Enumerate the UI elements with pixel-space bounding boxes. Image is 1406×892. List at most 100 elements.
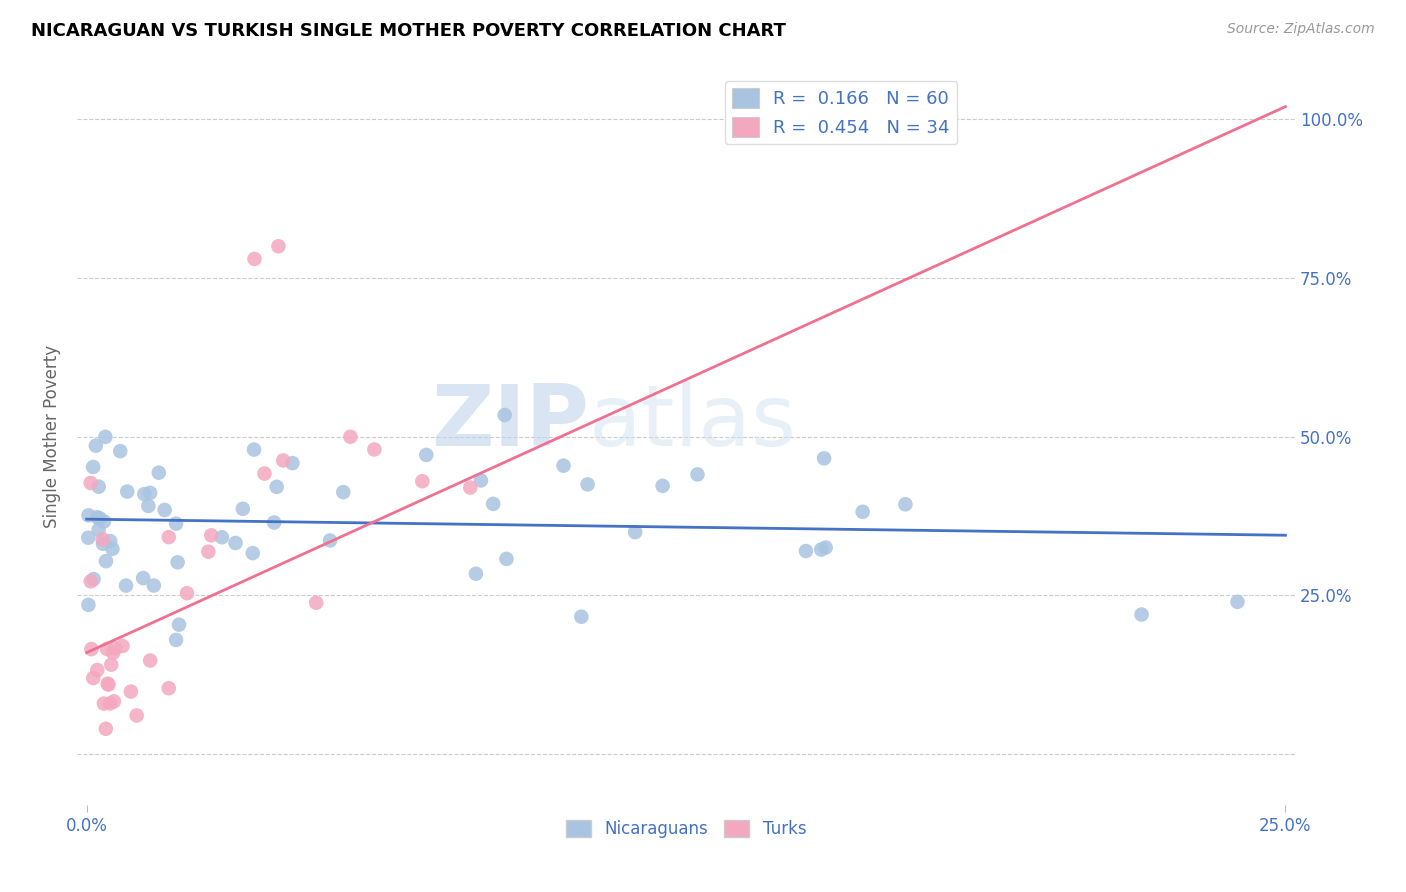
Point [167, 617, 190, 632]
Point [686, 467, 709, 482]
Point [624, 525, 647, 540]
Point [82, 460, 104, 475]
Point [894, 497, 917, 511]
Point [165, 632, 187, 647]
Point [97, 678, 120, 692]
Point [332, 485, 354, 500]
Point [266, 480, 288, 494]
Point [83, 572, 105, 586]
Point [339, 430, 361, 444]
Point [813, 451, 835, 466]
Point [101, 541, 124, 556]
Point [197, 544, 219, 558]
Point [86, 510, 108, 524]
Point [1130, 607, 1153, 622]
Point [157, 530, 180, 544]
Point [103, 694, 125, 708]
Point [200, 528, 222, 542]
Point [253, 467, 276, 481]
Point [96, 642, 118, 657]
Point [814, 541, 837, 555]
Point [87, 523, 110, 537]
Point [94, 554, 117, 568]
Point [166, 555, 188, 569]
Point [80, 574, 103, 589]
Point [87, 480, 110, 494]
Point [86, 663, 108, 677]
Point [94, 430, 117, 444]
Point [232, 501, 254, 516]
Point [98, 534, 121, 549]
Point [115, 578, 138, 592]
Point [319, 533, 342, 548]
Point [465, 566, 488, 581]
Text: atlas: atlas [589, 381, 797, 464]
Point [810, 542, 832, 557]
Text: NICARAGUAN VS TURKISH SINGLE MOTHER POVERTY CORRELATION CHART: NICARAGUAN VS TURKISH SINGLE MOTHER POVE… [31, 22, 786, 40]
Point [84, 439, 107, 453]
Point [243, 442, 266, 457]
Point [125, 708, 148, 723]
Point [411, 474, 433, 488]
Point [91, 533, 114, 547]
Point [100, 657, 122, 672]
Point [211, 530, 233, 544]
Point [89, 511, 111, 525]
Point [94, 722, 117, 736]
Point [157, 681, 180, 696]
Point [82, 671, 104, 685]
Point [794, 544, 817, 558]
Point [77, 531, 100, 545]
Point [553, 458, 575, 473]
Point [415, 448, 437, 462]
Point [97, 676, 120, 690]
Point [482, 497, 505, 511]
Point [458, 481, 481, 495]
Point [93, 697, 115, 711]
Point [139, 653, 162, 667]
Point [1226, 595, 1249, 609]
Point [134, 487, 156, 501]
Point [104, 641, 127, 656]
Point [305, 596, 328, 610]
Point [267, 239, 290, 253]
Point [103, 646, 125, 660]
Point [243, 252, 266, 266]
Point [148, 466, 170, 480]
Point [93, 515, 115, 529]
Point [651, 479, 673, 493]
Point [111, 639, 134, 653]
Point [153, 503, 176, 517]
Point [363, 442, 385, 457]
Point [494, 408, 516, 422]
Point [176, 586, 198, 600]
Point [91, 537, 114, 551]
Point [80, 475, 103, 490]
Point [142, 578, 165, 592]
Point [120, 684, 142, 698]
Point [132, 571, 155, 585]
Text: Source: ZipAtlas.com: Source: ZipAtlas.com [1227, 22, 1375, 37]
Point [136, 499, 159, 513]
Point [139, 486, 162, 500]
Point [225, 536, 247, 550]
Point [576, 477, 599, 491]
Point [80, 642, 103, 657]
Point [852, 505, 875, 519]
Point [98, 697, 121, 711]
Point [110, 444, 132, 458]
Point [77, 508, 100, 523]
Point [281, 456, 304, 470]
Point [263, 516, 285, 530]
Y-axis label: Single Mother Poverty: Single Mother Poverty [44, 345, 60, 528]
Point [115, 484, 138, 499]
Point [165, 516, 187, 531]
Point [569, 609, 592, 624]
Point [470, 474, 492, 488]
Point [242, 546, 264, 560]
Legend: Nicaraguans, Turks: Nicaraguans, Turks [560, 813, 813, 845]
Text: ZIP: ZIP [430, 381, 589, 464]
Point [495, 552, 517, 566]
Point [271, 453, 294, 467]
Point [77, 598, 100, 612]
